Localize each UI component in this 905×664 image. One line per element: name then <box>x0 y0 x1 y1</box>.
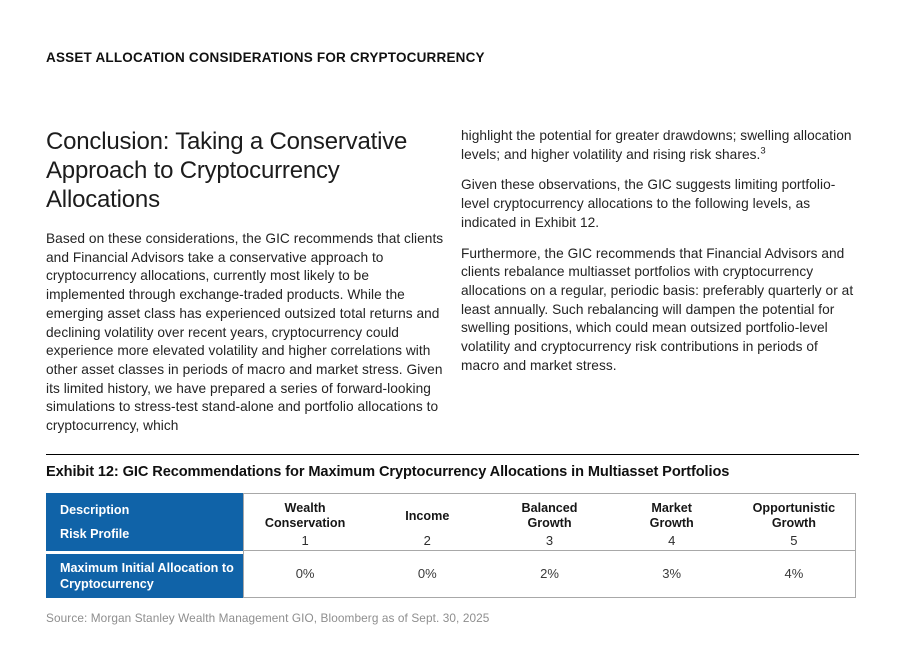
article-title: Conclusion: Taking a Conservative Approa… <box>46 127 444 214</box>
source-note: Source: Morgan Stanley Wealth Management… <box>46 610 490 625</box>
body-paragraph-right-3: Furthermore, the GIC recommends that Fin… <box>461 245 854 373</box>
exhibit-title: Exhibit 12: GIC Recommendations for Maxi… <box>46 463 730 480</box>
paragraph-text: highlight the potential for greater draw… <box>461 128 852 162</box>
table-header-description: Description <box>60 502 130 517</box>
table-value-row: 0% 0% 2% 3% 4% <box>244 551 855 596</box>
column-name: Market Growth <box>649 501 694 531</box>
body-paragraph-right-1: highlight the potential for greater draw… <box>461 127 859 164</box>
allocation-value: 0% <box>295 565 315 581</box>
column-name: Income <box>405 508 450 523</box>
exhibit-table: Description Risk Profile Maximum Initial… <box>46 492 856 598</box>
table-header-risk-profile: Risk Profile <box>60 526 130 541</box>
column-risk-profile-number: 2 <box>423 532 431 548</box>
allocation-value: 4% <box>784 565 804 581</box>
column-risk-profile-number: 4 <box>668 532 676 548</box>
column-name: Wealth Conservation <box>264 501 346 531</box>
column-risk-profile-number: 3 <box>545 532 554 548</box>
article-columns: Conclusion: Taking a Conservative Approa… <box>46 127 859 436</box>
article-title-line: Allocations <box>46 186 160 213</box>
body-paragraph-right-2: Given these observations, the GIC sugges… <box>461 177 836 230</box>
page-kicker: ASSET ALLOCATION CONSIDERATIONS FOR CRYP… <box>46 50 485 65</box>
allocation-value: 2% <box>540 565 559 581</box>
column-name: Opportunistic Growth <box>752 501 836 531</box>
table-column-header-row: Wealth Conservation 1 Income 2 Balanced … <box>244 494 855 551</box>
table-column-header: Income 2 <box>366 494 488 550</box>
article-title-line: Approach to Cryptocurrency <box>46 157 340 184</box>
table-column-header: Opportunistic Growth 5 <box>733 494 855 550</box>
allocation-value: 3% <box>662 565 682 581</box>
body-paragraph-left: Based on these considerations, the GIC r… <box>46 231 444 434</box>
table-data-area: Wealth Conservation 1 Income 2 Balanced … <box>243 492 856 598</box>
table-row-label-max-allocation: Maximum Initial Allocation to Cryptocurr… <box>46 553 243 598</box>
allocation-value: 0% <box>417 565 437 581</box>
section-divider-rule <box>46 453 859 455</box>
left-column: Conclusion: Taking a Conservative Approa… <box>46 127 444 436</box>
table-header-cell-description-risk: Description Risk Profile <box>46 492 243 551</box>
column-name: Balanced Growth <box>521 501 578 531</box>
article-title-line: Conclusion: Taking a Conservative <box>46 128 408 155</box>
column-risk-profile-number: 5 <box>790 532 798 548</box>
right-column: highlight the potential for greater draw… <box>461 127 859 387</box>
table-row-header-column: Description Risk Profile Maximum Initial… <box>46 492 243 598</box>
table-column-header: Wealth Conservation 1 <box>244 494 366 550</box>
footnote-marker: 3 <box>760 145 766 157</box>
table-column-header: Market Growth 4 <box>611 494 733 550</box>
column-risk-profile-number: 1 <box>301 532 309 548</box>
table-column-header: Balanced Growth 3 <box>488 494 610 550</box>
